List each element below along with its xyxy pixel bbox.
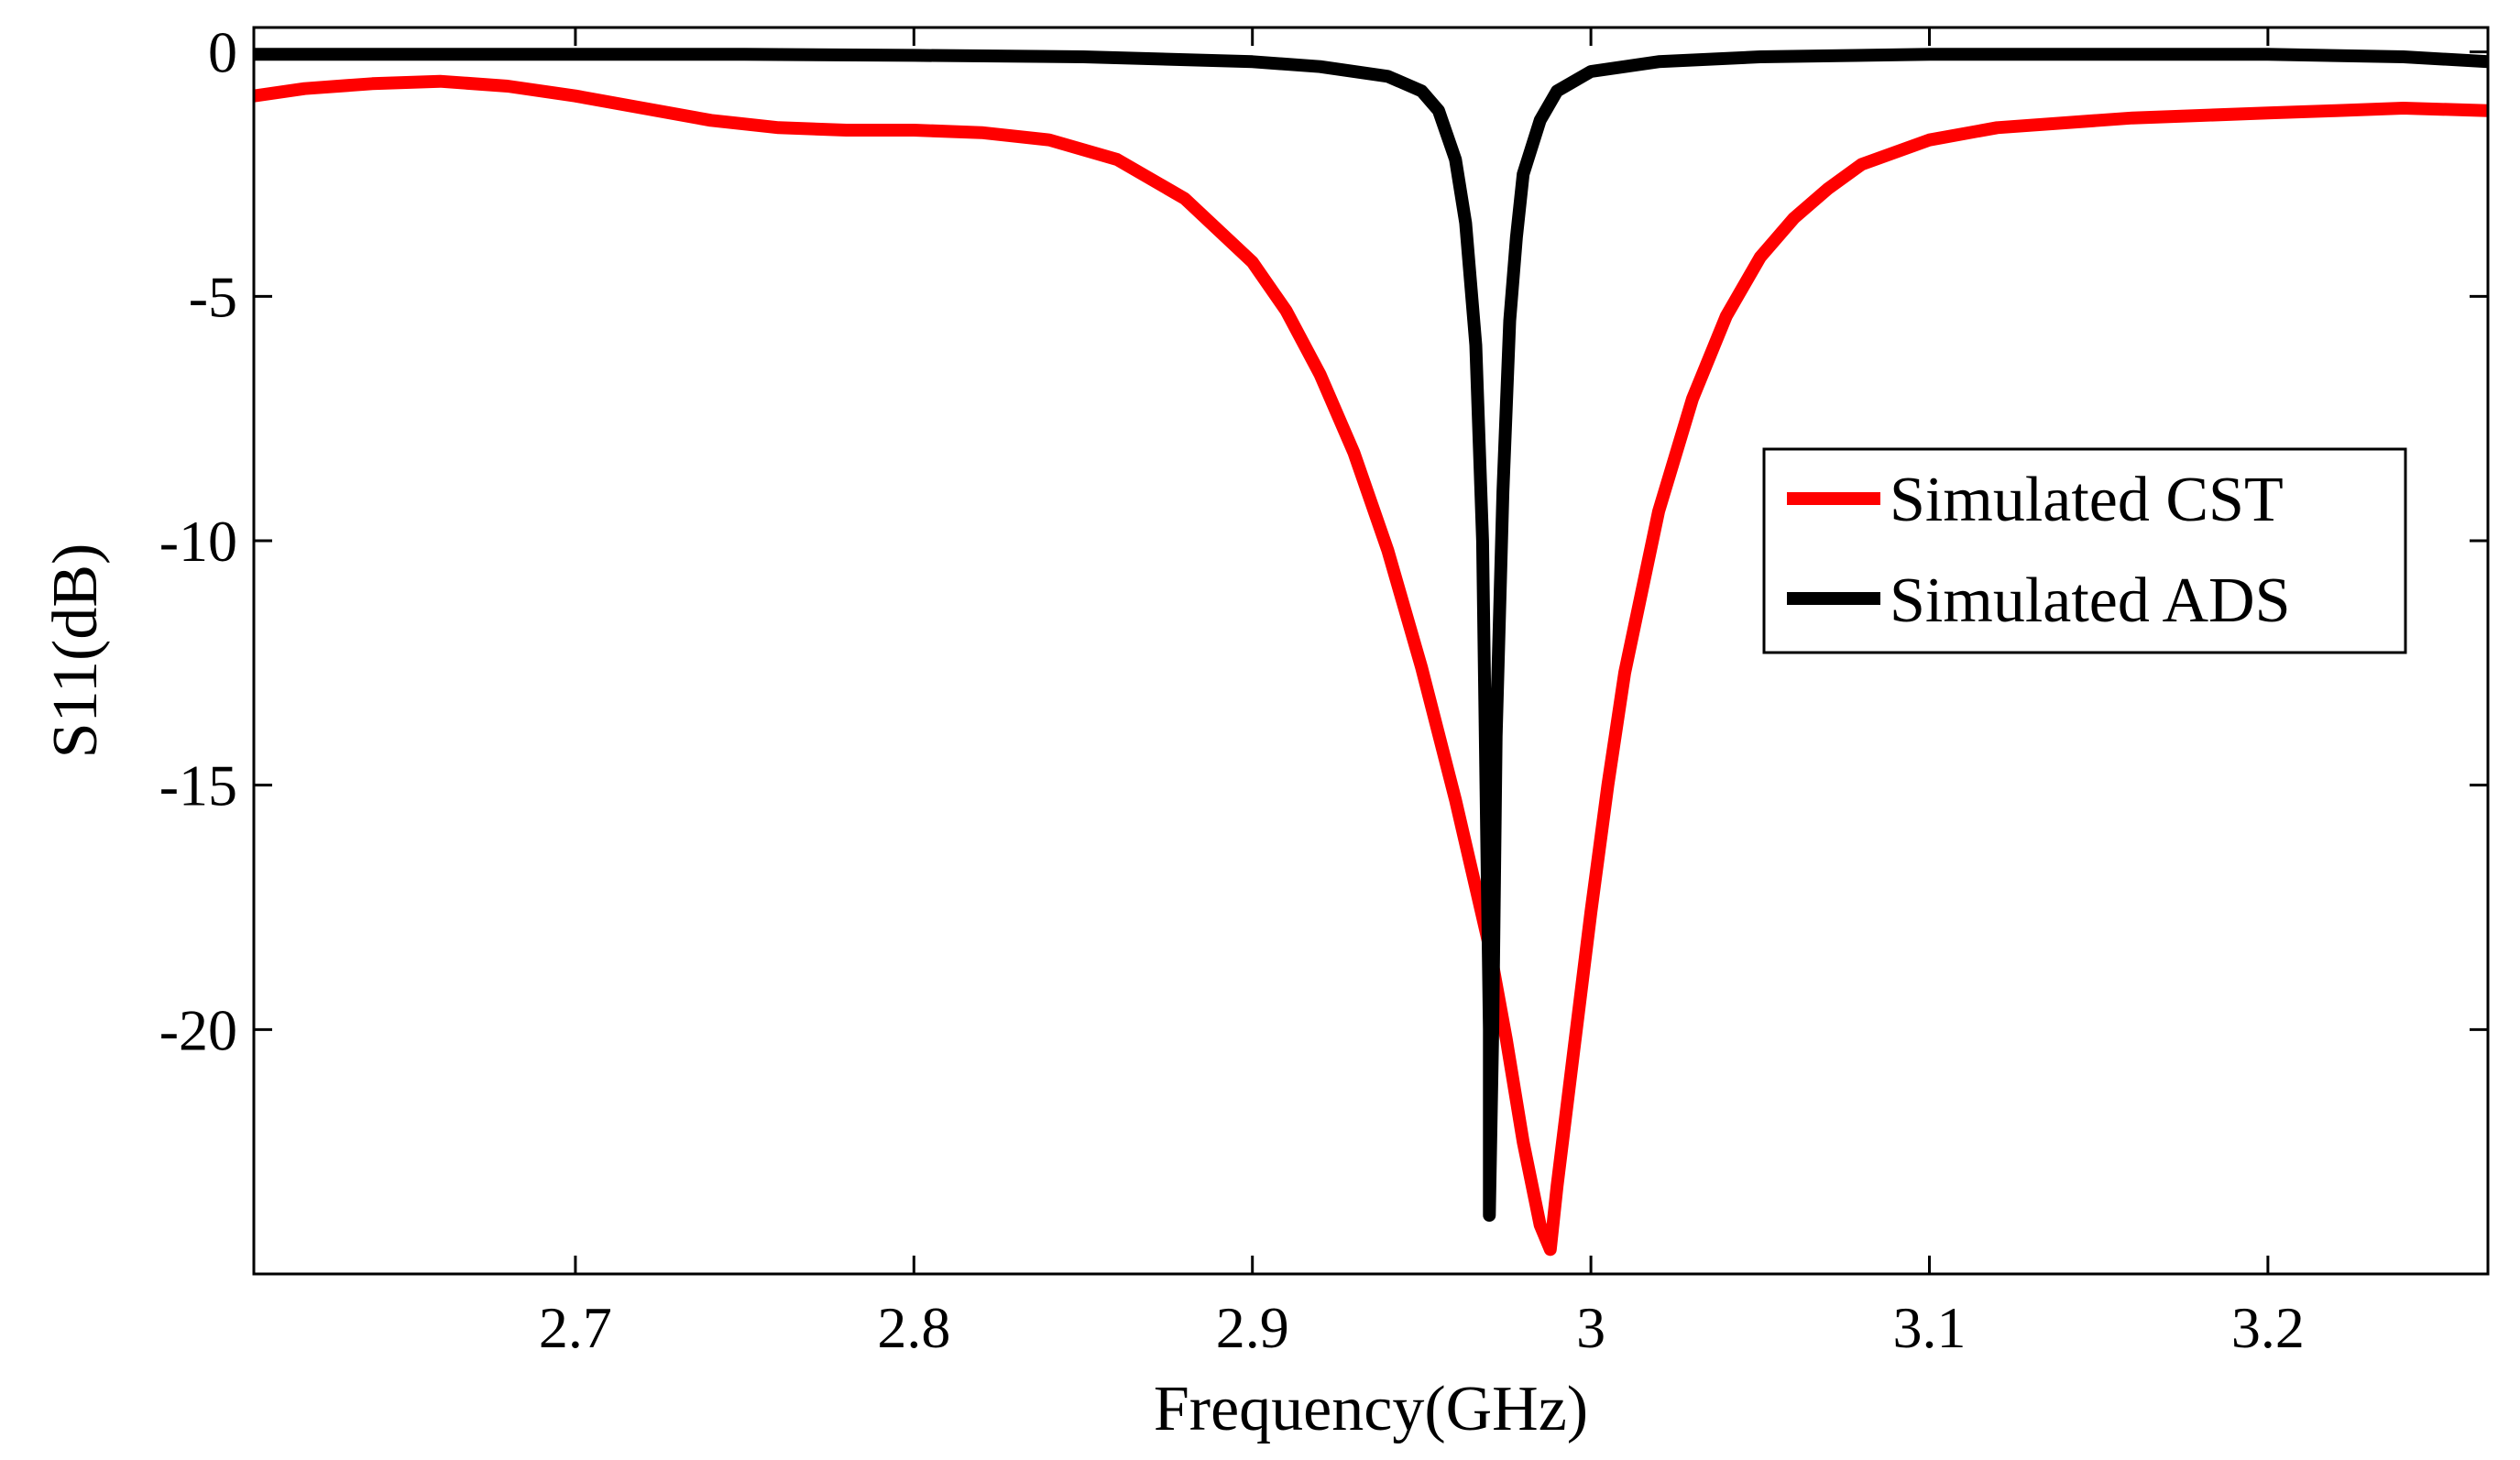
legend: Simulated CST Simulated ADS	[1762, 447, 2407, 654]
series-line-cst	[252, 74, 2489, 1257]
tick-labels-layer: 2.7 2.8 2.9 3 3.1 3.2 0 -5 -10 -15 -20	[159, 20, 2305, 1360]
plot-frame	[252, 26, 2490, 1276]
legend-label-cst: Simulated CST	[1890, 465, 2284, 535]
y-tick-label: -10	[159, 509, 237, 574]
x-tick-label: 3.2	[2231, 1295, 2305, 1360]
y-tick-label: 0	[208, 20, 237, 85]
x-tick-label: 2.9	[1216, 1295, 1289, 1360]
y-tick-label: -5	[189, 264, 237, 329]
x-tick-label: 3	[1576, 1295, 1605, 1360]
y-axis-title: S11(dB)	[40, 543, 111, 759]
x-tick-label: 2.8	[877, 1295, 950, 1360]
x-tick-label: 3.1	[1893, 1295, 1967, 1360]
ticks-layer	[254, 27, 2488, 1274]
y-tick-label: -20	[159, 997, 237, 1062]
legend-box	[1762, 447, 2407, 654]
x-axis-title: Frequency(GHz)	[1154, 1374, 1588, 1444]
legend-label-ads: Simulated ADS	[1890, 565, 2291, 636]
series-layer	[252, 48, 2489, 1257]
x-tick-label: 2.7	[539, 1295, 612, 1360]
series-line-ads	[254, 48, 2489, 1222]
y-tick-label: -15	[159, 753, 237, 818]
